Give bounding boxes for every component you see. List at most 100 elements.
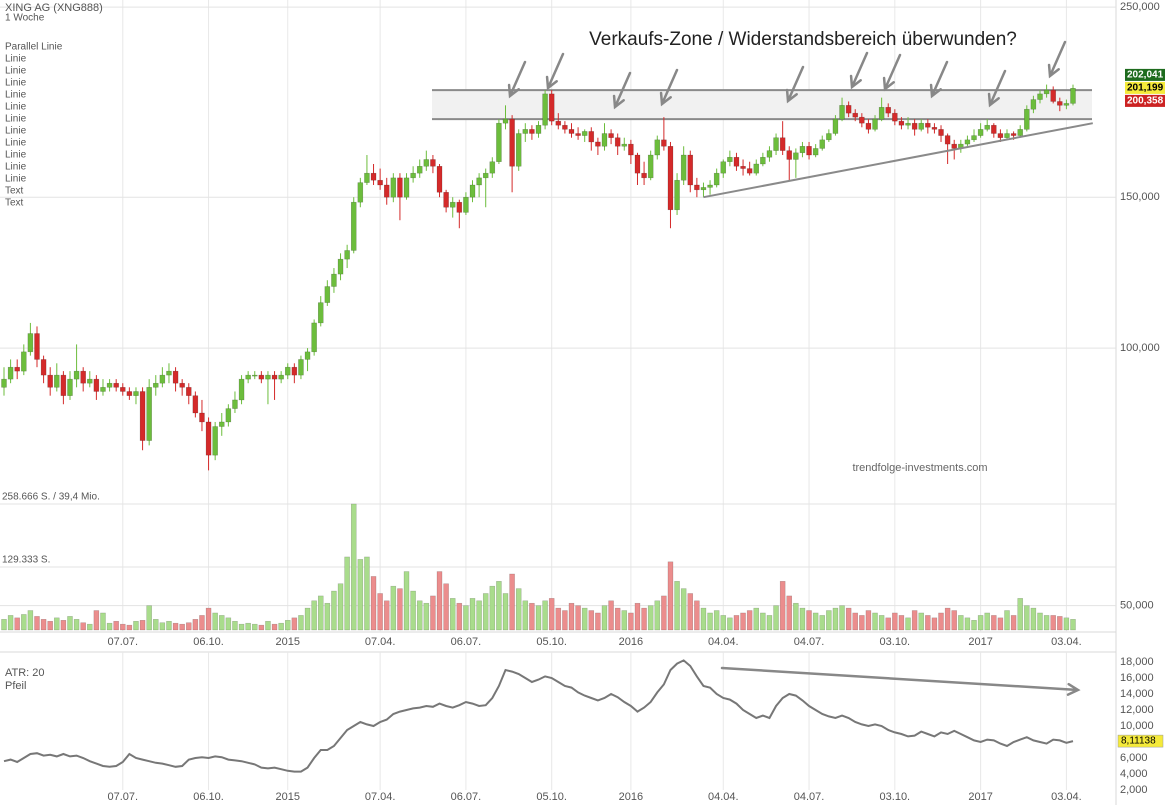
- volume-bar: [489, 585, 496, 631]
- candle-body: [469, 184, 476, 198]
- candle-body: [54, 374, 60, 388]
- volume-bar: [1050, 615, 1056, 631]
- candle-body: [298, 359, 304, 376]
- candle-body: [707, 184, 713, 188]
- candle-body: [1, 378, 7, 388]
- candle-body: [476, 177, 482, 186]
- volume-bar: [548, 598, 555, 631]
- y-tick-label: 12,000: [1120, 704, 1154, 716]
- volume-bar: [661, 595, 667, 631]
- candle-body: [106, 382, 113, 388]
- candle-body: [568, 129, 575, 134]
- volume-bar: [1057, 616, 1063, 631]
- candle-body: [1010, 133, 1017, 136]
- candle-body: [938, 129, 944, 136]
- volume-bar: [938, 612, 944, 631]
- price-label: 202,041: [1127, 70, 1164, 81]
- x-tick-label: 03.10.: [880, 791, 911, 803]
- volume-bar: [139, 620, 146, 631]
- marks-layer: [1, 84, 1093, 773]
- volume-bar: [773, 605, 779, 631]
- volume-bar: [674, 581, 680, 631]
- candle-body: [595, 141, 601, 147]
- candle-body: [515, 133, 522, 167]
- x-tick-label: 04.04.: [708, 636, 739, 648]
- legend-item: Linie: [5, 150, 27, 161]
- volume-bar: [67, 616, 73, 631]
- volume-bar: [245, 622, 251, 631]
- candle-body: [740, 166, 746, 169]
- candle-body: [7, 366, 14, 380]
- candle-body: [674, 179, 680, 211]
- volume-bar: [271, 623, 278, 631]
- volume-bar: [845, 607, 852, 631]
- x-tick-label: 04.07.: [794, 636, 825, 648]
- candle-body: [845, 105, 852, 114]
- legend-item: Linie: [5, 54, 27, 65]
- volume-bar: [212, 612, 218, 631]
- candle-body: [73, 370, 80, 380]
- volume-bar: [991, 615, 997, 631]
- volume-bar: [219, 615, 225, 631]
- x-tick-label: 06.07.: [451, 636, 482, 648]
- volume-bar: [951, 610, 957, 631]
- volume-bar: [377, 593, 383, 631]
- candle-body: [199, 412, 205, 423]
- volume-bar: [278, 622, 284, 631]
- volume-bar: [806, 610, 812, 631]
- volume-bar: [799, 607, 806, 631]
- volume-bar: [918, 612, 924, 631]
- volume-bar: [27, 610, 34, 631]
- volume-bar: [568, 602, 575, 631]
- y-tick-label: 150,000: [1120, 191, 1160, 203]
- volume-bar: [252, 623, 258, 631]
- legend-item: Linie: [5, 78, 27, 89]
- x-tick-label: 2017: [968, 636, 992, 648]
- y-tick-label: 14,000: [1120, 688, 1154, 700]
- annotation-arrow: [929, 60, 949, 99]
- x-tick-label: 06.10.: [193, 636, 224, 648]
- candle-body: [186, 387, 192, 396]
- annotation-arrow: [545, 52, 565, 91]
- candle-body: [905, 122, 911, 126]
- candle-body: [357, 182, 364, 203]
- volume-bar: [443, 583, 449, 631]
- candle-body: [819, 139, 825, 149]
- volume-bar: [812, 612, 819, 631]
- volume-bar: [317, 595, 324, 631]
- candle-body: [1043, 89, 1050, 95]
- candle-body: [100, 387, 106, 392]
- price-label: 200,358: [1127, 96, 1164, 107]
- volume-bar: [713, 610, 720, 631]
- volume-bar: [575, 605, 581, 631]
- y-tick-label: 100,000: [1120, 342, 1160, 354]
- legend-item: Text: [5, 186, 24, 197]
- volume-bar: [878, 615, 885, 631]
- candle-body: [21, 351, 27, 372]
- candle-body: [344, 250, 350, 260]
- candle-body: [680, 154, 687, 181]
- volume-bar: [819, 615, 825, 631]
- candle-body: [126, 391, 133, 396]
- candle-body: [172, 370, 179, 384]
- volume-bar: [872, 612, 878, 631]
- volume-bar: [410, 590, 416, 631]
- candle-body: [40, 359, 47, 376]
- candle-body: [120, 387, 126, 392]
- volume-bar: [350, 503, 357, 631]
- candle-body: [383, 184, 390, 198]
- y-tick-label: 10,000: [1120, 720, 1154, 732]
- legend-item: Linie: [5, 138, 27, 149]
- volume-bar: [542, 600, 548, 631]
- legend-item: Linie: [5, 66, 27, 77]
- volume-bar: [562, 610, 568, 631]
- legend-item: Linie: [5, 126, 27, 137]
- volume-bar: [456, 602, 463, 631]
- candle-body: [911, 122, 918, 130]
- candle-body: [720, 161, 727, 174]
- volume-bar: [614, 607, 621, 631]
- candle-body: [852, 112, 858, 118]
- annotation-arrow: [507, 60, 527, 99]
- candle-body: [786, 150, 793, 160]
- candle-body: [324, 286, 331, 303]
